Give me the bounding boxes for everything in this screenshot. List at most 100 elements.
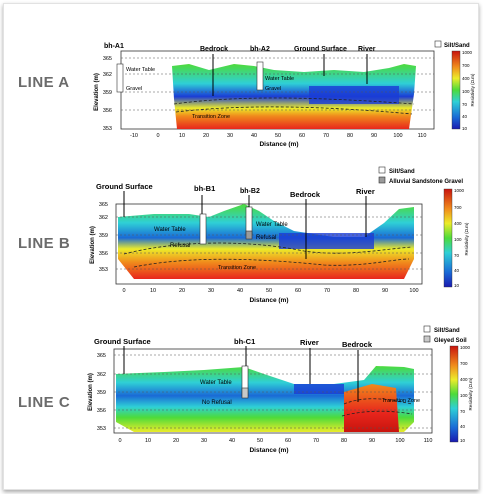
line-b-borehole-2-gravel bbox=[245, 230, 253, 240]
line-a-gravel-1: Gravel bbox=[126, 86, 142, 92]
line-a-ylabel: Elevation (m) bbox=[94, 73, 100, 111]
line-c-no-refusal: No Refusal bbox=[202, 400, 232, 406]
line-b-axes bbox=[115, 203, 423, 285]
line-b-colorbar-ticks: 1000 700 400 100 70 40 10 bbox=[454, 188, 465, 288]
line-a-gravel-2: Gravel bbox=[265, 86, 281, 92]
line-b-xtick-4: 40 bbox=[237, 288, 243, 294]
line-b-cb-tick-2: 400 bbox=[454, 221, 462, 226]
line-c-axes bbox=[113, 348, 433, 434]
line-a-borehole-2 bbox=[256, 61, 264, 91]
line-b-cb-tick-5: 40 bbox=[454, 268, 460, 273]
line-c-contour-1 bbox=[343, 398, 413, 405]
line-c-panel: LINE C bbox=[4, 322, 478, 487]
line-a-cb-tick-2: 400 bbox=[462, 76, 470, 81]
line-a-borehole-label: bh-A1 bbox=[104, 43, 124, 50]
line-c-ytick-0: 365 bbox=[97, 353, 106, 359]
line-a-xticks: -10 0 10 20 30 40 50 60 70 80 90 100 110 bbox=[130, 133, 426, 139]
line-a-transition-zone: Transition Zone bbox=[192, 114, 230, 120]
line-b-legend-swatch-silt bbox=[378, 166, 386, 174]
line-a-cb-tick-6: 10 bbox=[462, 126, 468, 131]
line-b-legend-gravel: Alluvial Sandstone Gravel bbox=[389, 179, 463, 185]
line-a-water-table-1: Water Table bbox=[126, 67, 155, 73]
line-a-river-zone bbox=[309, 86, 399, 104]
line-c-colorbar-label: Resistivity (Ω.m) bbox=[468, 377, 473, 410]
line-c-ytick-2: 359 bbox=[97, 390, 106, 396]
line-b-panel: LINE B bbox=[4, 159, 478, 319]
line-c-xtick-9: 90 bbox=[369, 438, 375, 444]
line-a-xtick-3: 20 bbox=[203, 133, 209, 139]
line-b-ytick-2: 356 bbox=[99, 251, 108, 257]
line-b-ytick-0: 362 bbox=[99, 215, 108, 221]
line-b-transition-zone: Transition Zone bbox=[218, 265, 256, 271]
line-c-section: Ground Surface bh-C1 River Bedrock Water… bbox=[88, 325, 473, 454]
line-a-ytick-1: 362 bbox=[103, 72, 112, 78]
line-a-ytick-0: 365 bbox=[103, 56, 112, 62]
line-c-ytick-1: 362 bbox=[97, 372, 106, 378]
line-c-xtick-11: 110 bbox=[424, 438, 433, 444]
line-b-borehole-label: bh-B1 bbox=[194, 184, 215, 193]
line-a-ytick-3: 356 bbox=[103, 108, 112, 114]
line-c-cb-tick-3: 100 bbox=[460, 393, 468, 398]
line-b-cb-tick-6: 10 bbox=[454, 283, 460, 288]
line-b-xtick-5: 50 bbox=[266, 288, 272, 294]
line-a-xtick-7: 60 bbox=[299, 133, 305, 139]
line-b-xtick-1: 10 bbox=[150, 288, 156, 294]
line-b-xtick-10: 100 bbox=[409, 288, 418, 294]
line-c-river-zone bbox=[294, 384, 344, 394]
line-a-contour-2 bbox=[175, 106, 413, 115]
line-a-cb-tick-0: 1000 bbox=[462, 50, 473, 55]
line-c-river-label: River bbox=[300, 338, 319, 347]
line-a-xtick-1: 0 bbox=[156, 133, 159, 139]
line-a-cb-tick-4: 70 bbox=[462, 102, 468, 107]
line-c-cb-tick-6: 10 bbox=[460, 438, 466, 443]
line-c-xtick-1: 10 bbox=[145, 438, 151, 444]
line-b-xtick-8: 80 bbox=[353, 288, 359, 294]
line-b-xtick-0: 0 bbox=[122, 288, 125, 294]
line-b-water-table-2: Water Table bbox=[256, 222, 288, 228]
line-c-borehole-label: bh-C1 bbox=[234, 337, 255, 346]
line-c-cb-tick-0: 1000 bbox=[460, 345, 471, 350]
line-a-xtick-12: 110 bbox=[418, 133, 427, 139]
line-c-cb-tick-2: 400 bbox=[460, 377, 468, 382]
line-b-refusal-2: Refusal bbox=[256, 235, 276, 241]
line-b-borehole-2-label: bh-B2 bbox=[240, 188, 260, 195]
line-a-xlabel: Distance (m) bbox=[259, 141, 298, 148]
line-a-borehole-1 bbox=[116, 63, 124, 93]
line-b-resistivity-section bbox=[118, 204, 414, 279]
line-b-cb-tick-0: 1000 bbox=[454, 188, 465, 193]
line-b-xtick-3: 30 bbox=[208, 288, 214, 294]
line-b-xtick-2: 20 bbox=[179, 288, 185, 294]
line-a-section: bh-A1 Bedrock bh-A2 Ground Surface River… bbox=[94, 40, 475, 148]
line-b-borehole-1 bbox=[199, 213, 207, 245]
line-c-xtick-8: 80 bbox=[341, 438, 347, 444]
line-b-water-table-1: Water Table bbox=[154, 227, 186, 233]
line-c-xtick-6: 60 bbox=[285, 438, 291, 444]
line-a-resistivity-section bbox=[172, 64, 416, 129]
line-b-legend-swatch-gravel bbox=[378, 176, 386, 184]
line-b-cb-tick-3: 100 bbox=[454, 237, 462, 242]
line-c-legend-silt: Silt/Sand bbox=[434, 328, 460, 334]
line-a-colorbar bbox=[451, 50, 461, 130]
line-c-xticks: 0 10 20 30 40 50 60 70 80 90 100 110 bbox=[118, 438, 432, 444]
line-a-bedrock-label: Bedrock bbox=[200, 46, 228, 53]
line-c-resistivity-section bbox=[116, 366, 414, 432]
line-c-colorbar-ticks: 1000 700 400 100 70 40 10 bbox=[460, 345, 471, 443]
line-c-cb-tick-1: 700 bbox=[460, 361, 468, 366]
line-a-ytick-4: 353 bbox=[103, 126, 112, 132]
line-c-transition-zone: Transition Zone bbox=[382, 398, 420, 404]
line-b-cb-tick-1: 700 bbox=[454, 205, 462, 210]
line-b-refusal-1: Refusal bbox=[170, 243, 190, 249]
line-a-xtick-5: 40 bbox=[251, 133, 257, 139]
line-a-xtick-6: 50 bbox=[275, 133, 281, 139]
line-c-ground-label: Ground Surface bbox=[94, 337, 151, 346]
line-a-ytick-2: 359 bbox=[103, 90, 112, 96]
line-c-legend-gleyed: Gleyed Soil bbox=[434, 338, 467, 344]
line-a-xtick-11: 100 bbox=[393, 133, 402, 139]
line-c-borehole-gleyed bbox=[241, 387, 249, 399]
line-b-ytick-3: 353 bbox=[99, 267, 108, 273]
line-a-label: LINE A bbox=[18, 74, 70, 91]
line-a-ground-label: Ground Surface bbox=[294, 46, 347, 53]
line-b-cb-tick-4: 70 bbox=[454, 253, 460, 258]
line-c-bedrock-zone bbox=[344, 384, 399, 432]
line-b-ylabel: Elevation (m) bbox=[90, 226, 96, 264]
